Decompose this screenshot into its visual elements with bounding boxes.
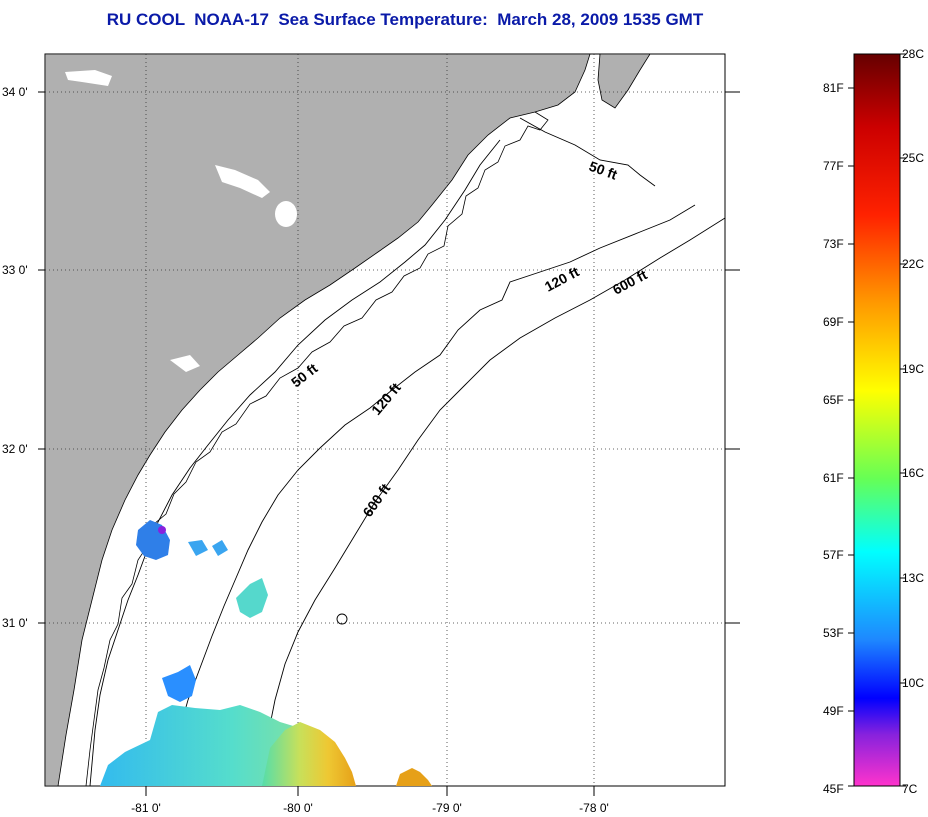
colorbar-f-53: 53F	[823, 626, 844, 640]
colorbar-f-69: 69F	[823, 315, 844, 329]
colorbar-f-61: 61F	[823, 471, 844, 485]
sst-dot-magenta	[158, 526, 166, 534]
colorbar-f-57: 57F	[823, 548, 844, 562]
lon-label-79: -79 0'	[432, 801, 462, 815]
map-title: RU COOL NOAA-17 Sea Surface Temperature:…	[106, 10, 704, 29]
lat-label-31: 31 0'	[2, 616, 28, 630]
isobath-120ft	[167, 204, 696, 786]
sst-patch-blue-3	[188, 540, 208, 556]
lake-2	[275, 201, 297, 227]
lat-axis: 34 0' 33 0' 32 0' 31 0'	[2, 85, 740, 630]
colorbar-c-19: 19C	[902, 362, 924, 376]
lon-label-80: -80 0'	[283, 801, 313, 815]
isobath-50ft	[89, 117, 656, 786]
colorbar-f-77: 77F	[823, 159, 844, 173]
lake-4	[170, 355, 200, 372]
colorbar-f-65: 65F	[823, 393, 844, 407]
colorbar-c-7: 7C	[902, 782, 918, 796]
graticule	[45, 54, 725, 786]
lat-label-32: 32 0'	[2, 442, 28, 456]
sst-patch-small-warm	[396, 768, 432, 786]
lon-label-78: -78 0'	[579, 801, 609, 815]
coastline-detail	[85, 111, 549, 786]
lake-1	[215, 165, 270, 198]
colorbar-f-45: 45F	[823, 782, 844, 796]
colorbar-f-73: 73F	[823, 237, 844, 251]
colorbar-c-25: 25C	[902, 151, 924, 165]
colorbar-c-13: 13C	[902, 571, 924, 585]
colorbar-c-16: 16C	[902, 466, 924, 480]
lon-axis: -81 0' -80 0' -79 0' -78 0'	[131, 786, 609, 815]
sst-patch-warm	[262, 722, 356, 786]
colorbar-c-10: 10C	[902, 676, 924, 690]
colorbar-f-49: 49F	[823, 704, 844, 718]
colorbar-c-22: 22C	[902, 257, 924, 271]
land-mass	[45, 54, 591, 786]
sst-colorbar: 81F 77F 73F 69F 65F 61F 57F 53F 49F 45F …	[823, 47, 924, 796]
land-mass-ne	[597, 54, 651, 109]
sst-patch-blue-1	[162, 665, 196, 702]
isobath-600ft	[261, 217, 725, 786]
lat-label-33: 33 0'	[2, 263, 28, 277]
colorbar-f-81: 81F	[823, 81, 844, 95]
colorbar-c-28: 28C	[902, 47, 924, 61]
sst-patch-teal	[236, 578, 268, 618]
isobath-ring	[336, 613, 348, 625]
lon-label-81: -81 0'	[131, 801, 161, 815]
colorbar-gradient	[853, 53, 901, 787]
lake-3	[65, 70, 112, 86]
lat-label-34: 34 0'	[2, 85, 28, 99]
sst-patch-south	[100, 705, 320, 786]
sst-patch-blue-4	[212, 540, 228, 556]
